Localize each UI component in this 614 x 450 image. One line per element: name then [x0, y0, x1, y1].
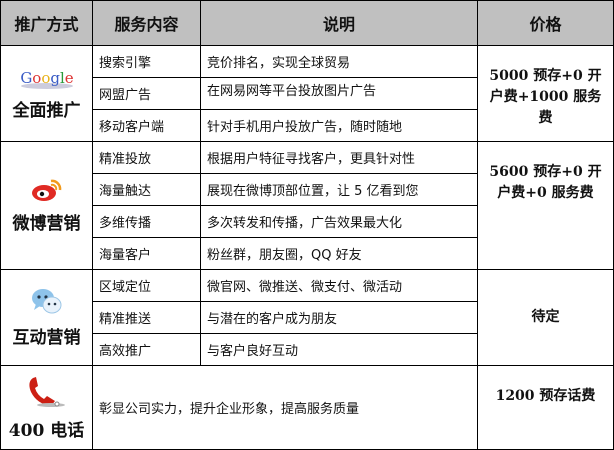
method-label: 微博营销: [12, 214, 81, 234]
google-logo: Google: [17, 66, 77, 94]
table-row: Google 全面推广 搜索引擎 竞价排名，实现全球贸易 5000 预存+0 开…: [0, 45, 614, 142]
table-row: 海量触达 展现在微博顶部位置，让 5 亿看到您: [1, 173, 614, 206]
method-cell: 微博营销: [0, 141, 93, 270]
desc-cell: 展现在微博顶部位置，让 5 亿看到您: [200, 173, 478, 206]
service-cell: 多维传播: [92, 205, 201, 238]
header-service: 服务内容: [92, 0, 201, 46]
desc-cell: 根据用户特征寻找客户，更具针对性: [200, 141, 478, 174]
service-cell: 海量客户: [92, 237, 201, 270]
table-row: 高效推广 与客户良好互动: [1, 333, 614, 366]
desc-cell: 与潜在的客户成为朋友: [200, 301, 478, 334]
price-cell: 1200 预存话费: [477, 365, 614, 450]
desc-cell: 微官网、微推送、微支付、微活动: [200, 269, 478, 302]
service-cell: 区域定位: [92, 269, 201, 302]
desc-cell: 彰显公司实力，提升企业形象，提高服务质量: [92, 365, 478, 450]
desc-cell: 多次转发和传播，广告效果最大化: [200, 205, 478, 238]
desc-cell: 针对手机用户投放广告，随时随地: [200, 109, 478, 142]
price-cell: 5600 预存+0 开户费+0 服务费: [477, 141, 614, 270]
service-cell: 精准投放: [92, 141, 201, 174]
price-cell: 5000 预存+0 开户费+1000 服务费: [477, 45, 614, 142]
desc-cell: 与客户良好互动: [200, 333, 478, 366]
table-row: 微博营销 精准投放 根据用户特征寻找客户，更具针对性 5600 预存+0 开户费…: [0, 141, 614, 270]
header-method: 推广方式: [0, 0, 93, 46]
wechat-icon: [29, 287, 65, 321]
service-cell: 网盟广告: [92, 77, 201, 110]
desc-cell: 在网易网等平台投放图片广告: [200, 77, 478, 110]
method-label: 400 电话: [8, 421, 85, 441]
svg-text:Google: Google: [20, 69, 73, 87]
method-cell: 互动营销: [0, 269, 93, 366]
method-label: 全面推广: [12, 101, 81, 121]
table-row: 网盟广告 在网易网等平台投放图片广告: [1, 77, 614, 110]
method-cell: 400 电话: [0, 365, 93, 450]
service-cell: 精准推送: [92, 301, 201, 334]
table-row: 互动营销 区域定位 微官网、微推送、微支付、微活动 待定: [0, 269, 614, 366]
header-price: 价格: [477, 0, 614, 46]
desc-cell: 竞价排名，实现全球贸易: [200, 45, 478, 78]
service-cell: 移动客户端: [92, 109, 201, 142]
service-cell: 搜索引擎: [92, 45, 201, 78]
telephone-icon: [25, 374, 69, 414]
table-row: 400 电话 彰显公司实力，提升企业形象，提高服务质量 1200 预存话费: [0, 365, 614, 450]
header-row: 推广方式 服务内容 说明 价格: [0, 0, 614, 46]
price-cell: 待定: [477, 269, 614, 366]
table-row: 精准推送 与潜在的客户成为朋友: [1, 301, 614, 334]
service-cell: 海量触达: [92, 173, 201, 206]
table-row: 多维传播 多次转发和传播，广告效果最大化: [1, 205, 614, 238]
header-desc: 说明: [200, 0, 478, 46]
weibo-icon: [30, 177, 64, 207]
service-cell: 高效推广: [92, 333, 201, 366]
method-cell: Google 全面推广: [0, 45, 93, 142]
method-label: 互动营销: [12, 328, 81, 348]
desc-cell: 粉丝群，朋友圈，QQ 好友: [200, 237, 478, 270]
table-row: 移动客户端 针对手机用户投放广告，随时随地: [1, 109, 614, 142]
